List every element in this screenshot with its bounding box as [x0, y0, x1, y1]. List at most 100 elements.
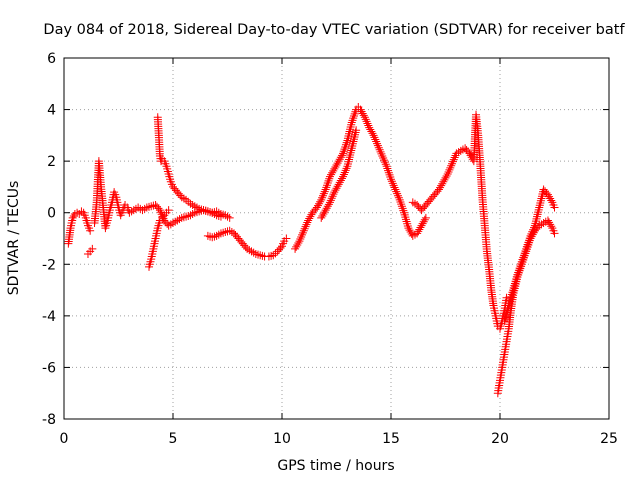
data-point: [387, 175, 395, 184]
data-point: [360, 113, 369, 122]
data-point: [349, 114, 358, 123]
data-point: [344, 157, 353, 166]
data-point: [381, 160, 390, 169]
data-point: [529, 225, 538, 234]
data-point: [378, 151, 387, 160]
data-point: [443, 170, 452, 179]
series-arc-7: [291, 102, 430, 253]
data-point: [395, 195, 404, 204]
data-point: [547, 222, 556, 231]
data-point: [322, 183, 331, 192]
data-point: [394, 193, 403, 202]
data-point: [393, 191, 402, 200]
data-point: [282, 234, 291, 243]
data-point: [341, 142, 350, 151]
data-point: [537, 194, 546, 203]
data-point: [519, 251, 528, 260]
series-arc-6: [203, 226, 291, 261]
data-point: [402, 217, 411, 226]
data-point: [339, 170, 348, 179]
data-point: [400, 210, 409, 219]
data-point: [536, 196, 545, 205]
data-point: [521, 246, 530, 255]
data-point: [225, 213, 234, 222]
data-point: [276, 243, 285, 252]
data-point: [388, 179, 397, 188]
data-point: [373, 139, 382, 148]
data-point: [534, 205, 543, 214]
data-point: [346, 151, 355, 160]
data-point: [298, 228, 307, 237]
data-point: [349, 112, 358, 121]
axis-ticks: [63, 57, 610, 420]
x-tick-labels: 0 5 10 15 20 25: [60, 431, 618, 447]
data-point: [535, 203, 544, 212]
data-point: [320, 187, 329, 196]
data-point: [345, 153, 354, 162]
data-point: [448, 159, 457, 168]
data-point: [86, 226, 95, 235]
data-point: [385, 170, 394, 179]
data-point: [384, 166, 393, 175]
data-point: [340, 168, 349, 177]
y-tick-label: 4: [47, 103, 56, 119]
data-point: [201, 206, 210, 215]
data-point: [397, 202, 406, 211]
data-point: [317, 195, 326, 204]
y-axis-label: SDTVAR / TECUs: [6, 181, 22, 296]
data-point: [164, 206, 173, 215]
data-point: [517, 259, 526, 268]
data-point: [523, 240, 532, 249]
data-point: [328, 192, 337, 201]
data-point: [446, 163, 455, 172]
data-point: [525, 234, 534, 243]
data-point: [396, 197, 405, 206]
data-point: [421, 213, 430, 222]
data-point: [517, 257, 526, 266]
data-point: [342, 138, 351, 147]
y-tick-label: 2: [47, 154, 56, 170]
data-point: [347, 120, 356, 129]
data-point: [347, 144, 356, 153]
series-arc-11: [500, 185, 559, 326]
data-point: [359, 111, 368, 120]
data-point: [391, 185, 400, 194]
data-point: [323, 181, 332, 190]
data-point: [379, 154, 388, 163]
data-point: [321, 185, 330, 194]
data-point: [295, 237, 304, 246]
series-arc-5: [153, 113, 225, 221]
data-point: [514, 268, 523, 277]
data-point: [325, 174, 334, 183]
data-point: [340, 145, 349, 154]
data-point: [520, 249, 529, 258]
series-arc-2: [83, 244, 97, 258]
data-point: [522, 242, 531, 251]
data-point: [387, 177, 396, 186]
data-point: [401, 215, 410, 224]
data-point: [223, 227, 232, 236]
data-point: [528, 227, 537, 236]
data-point: [442, 171, 451, 180]
data-point: [343, 160, 352, 169]
data-point: [327, 194, 336, 203]
data-point: [536, 199, 545, 208]
data-point: [445, 165, 454, 174]
series-arc-8: [317, 126, 361, 222]
data-point: [401, 213, 410, 222]
data-point: [324, 200, 333, 209]
x-tick-label: 15: [382, 431, 400, 447]
data-point: [325, 198, 334, 207]
data-point: [370, 133, 379, 142]
data-point: [514, 266, 523, 275]
data-point: [298, 230, 307, 239]
data-point: [375, 145, 384, 154]
series-arc-1: [64, 207, 95, 248]
data-point: [303, 218, 312, 227]
x-tick-label: 0: [60, 431, 69, 447]
data-point: [373, 141, 382, 150]
data-point: [324, 176, 333, 185]
data-point: [530, 223, 539, 232]
data-point: [450, 153, 459, 162]
chart-title: Day 084 of 2018, Sidereal Day-to-day VTE…: [43, 22, 625, 38]
